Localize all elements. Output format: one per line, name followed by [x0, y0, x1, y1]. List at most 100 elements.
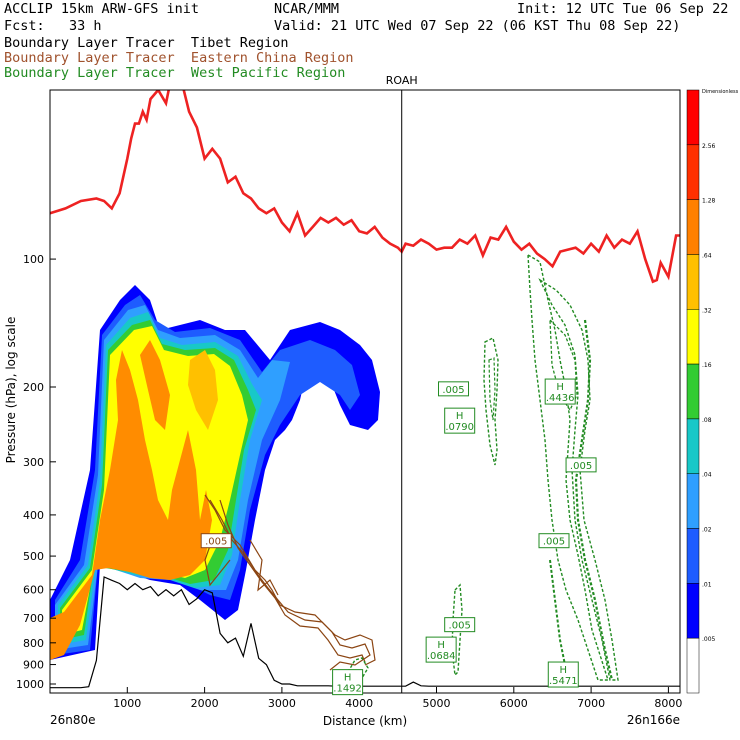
- y-axis: 100 200 300 400 500 600 700 800 900 1000: [16, 253, 56, 691]
- legend-tibet: Boundary Layer Tracer Tibet Region: [4, 35, 289, 51]
- colorbar: .005 .01 .02 .04 .08 .16 .32 .64 1.28 2.56 Dimensi…: [686, 89, 739, 694]
- contour-label: H: [560, 665, 568, 676]
- y-tick-label: 400: [23, 509, 44, 522]
- forecast-hour: Fcst: 33 h: [4, 18, 102, 34]
- left-endpoint-label: 26n80e: [50, 713, 96, 727]
- colorbar-segment: [686, 583, 700, 639]
- contour-labels: .005.005H.0790H.4436.005.005.005H.0684H.…: [200, 378, 597, 696]
- x-tick-label: 3000: [268, 697, 296, 710]
- model-title: ACCLIP 15km ARW-GFS init: [4, 1, 200, 17]
- contour-label-box: [200, 533, 232, 549]
- x-tick-label: 1000: [113, 697, 141, 710]
- contour-label-box: [544, 378, 576, 405]
- tracer-orange-upper: [140, 340, 170, 430]
- brown-contour-5: [249, 539, 279, 596]
- colorbar-segment: [686, 363, 700, 420]
- contour-label-box: [538, 533, 570, 549]
- west-pacific-contours: [347, 253, 619, 683]
- contour-label: .4436: [546, 393, 575, 404]
- tracer-orange-patch: [188, 350, 218, 430]
- colorbar-segment: [686, 637, 700, 694]
- contour-label: .005: [543, 537, 565, 548]
- colorbar-level-label: .32: [702, 307, 712, 314]
- contour-label-box: [444, 407, 476, 434]
- colorbar-level-label: .64: [702, 252, 712, 259]
- x-tick-label: 2000: [191, 697, 219, 710]
- contour-label: .0790: [445, 422, 474, 433]
- contour-label-box: [332, 669, 364, 696]
- colorbar-segment: [686, 309, 700, 365]
- colorbar-segment: [686, 254, 700, 310]
- brown-contour-3: [219, 499, 366, 663]
- colorbar-segment: [686, 418, 700, 474]
- y-tick-label: 200: [23, 381, 44, 394]
- contour-label: .1492: [333, 684, 362, 695]
- y-tick-label: 100: [23, 253, 44, 266]
- y-tick-label: 800: [23, 637, 44, 650]
- contour-label: H: [456, 411, 464, 422]
- colorbar-level-label: .02: [702, 527, 712, 534]
- contour-label-box: [444, 617, 476, 633]
- contour-label: .005: [570, 461, 592, 472]
- init-time: Init: 12 UTC Tue 06 Sep 22: [517, 1, 729, 17]
- legend-west-pacific: Boundary Layer Tracer West Pacific Regio…: [4, 65, 346, 81]
- green-contour-upper-left-inner: [488, 357, 496, 421]
- legend-eastern-china: Boundary Layer Tracer Eastern China Regi…: [4, 50, 354, 66]
- green-contour-column-2: [538, 278, 619, 681]
- green-contour-lower-right: [549, 559, 569, 681]
- colorbar-level-label: .08: [702, 417, 712, 424]
- tracer-shading: [50, 285, 380, 660]
- contour-label: H: [556, 382, 564, 393]
- colorbar-level-label: .04: [702, 472, 712, 479]
- y-tick-label: 900: [23, 659, 44, 672]
- contour-label-box: [438, 381, 470, 397]
- colorbar-level-label: 2.56: [702, 143, 716, 150]
- x-tick-label: 7000: [577, 697, 605, 710]
- terrain-line: [50, 576, 680, 689]
- brown-contour-2: [209, 499, 371, 671]
- tracer-orange: [50, 350, 212, 660]
- contour-label: H: [344, 673, 352, 684]
- tropopause-line: [50, 90, 680, 284]
- contour-label: .0684: [427, 651, 456, 662]
- right-endpoint-label: 26n166e: [627, 713, 680, 727]
- valid-time: Valid: 21 UTC Wed 07 Sep 22 (06 KST Thu …: [274, 18, 681, 34]
- y-tick-label: 700: [23, 612, 44, 625]
- y-tick-label: 500: [23, 550, 44, 563]
- contour-label: .005: [449, 621, 471, 632]
- colorbar-segment: [686, 199, 700, 255]
- x-tick-label: 8000: [654, 697, 682, 710]
- roah-marker-label: ROAH: [386, 74, 418, 87]
- contour-label-box: [565, 457, 597, 473]
- contour-label: .5471: [549, 676, 578, 687]
- colorbar-segment: [686, 528, 700, 584]
- x-axis: 1000 2000 3000 4000 5000 6000 7000 8000: [113, 687, 682, 710]
- green-contour-upper-left: [483, 336, 499, 466]
- contour-label: .005: [205, 537, 227, 548]
- colorbar-level-label: .01: [702, 581, 712, 588]
- organization: NCAR/MMM: [274, 1, 340, 17]
- green-contour-column-1: [527, 253, 609, 681]
- colorbar-segment: [686, 144, 700, 200]
- x-axis-label: Distance (km): [323, 714, 407, 728]
- y-tick-label: 600: [23, 584, 44, 597]
- y-tick-label: 1000: [16, 678, 44, 691]
- green-contour-column-3: [574, 319, 614, 681]
- brown-contour-4: [204, 539, 231, 587]
- colorbar-segment: [686, 89, 700, 146]
- x-tick-label: 4000: [345, 697, 373, 710]
- contour-label: H: [437, 640, 445, 651]
- colorbar-level-label: 1.28: [702, 198, 716, 205]
- y-axis-label: Pressure (hPa), log scale: [4, 317, 18, 464]
- green-contour-lower-mid: [451, 583, 463, 677]
- colorbar-level-label: .005: [702, 636, 716, 643]
- eastern-china-contours: [204, 494, 376, 671]
- colorbar-title: Dimensionless: [702, 89, 739, 95]
- contour-label: .005: [442, 385, 464, 396]
- colorbar-segment: [686, 473, 700, 529]
- plot-frame: [49, 89, 681, 694]
- contour-label-box: [425, 636, 457, 663]
- contour-label-box: [547, 661, 579, 688]
- y-tick-label: 300: [23, 456, 44, 469]
